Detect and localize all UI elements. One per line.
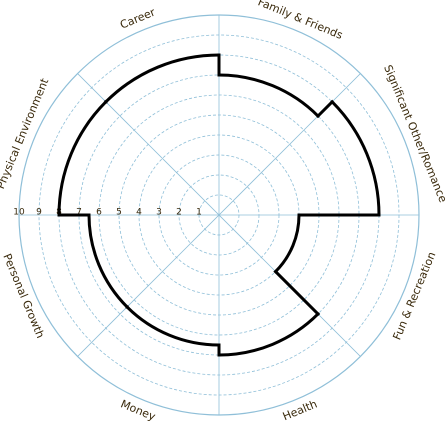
r-tick-label: 5 xyxy=(116,208,122,218)
category-label: Personal Growth xyxy=(0,252,46,340)
r-tick-label: 1 xyxy=(196,208,202,218)
sector-arc xyxy=(330,99,381,217)
r-tick-label: 4 xyxy=(136,208,142,218)
sector-arc xyxy=(103,53,221,104)
sector-arc xyxy=(217,73,321,119)
r-tick-label: 7 xyxy=(76,208,82,218)
category-label: Significant Other/Romance xyxy=(381,63,446,205)
outline-connector xyxy=(273,269,321,317)
sector-arc xyxy=(217,311,321,357)
category-label: Health xyxy=(281,397,319,423)
sector-arc xyxy=(57,99,108,217)
r-tick-label: 10 xyxy=(13,208,25,218)
category-label: Career xyxy=(118,5,157,31)
outline-connector xyxy=(315,99,335,119)
category-label: Money xyxy=(119,397,158,423)
sector-arc xyxy=(87,213,130,310)
r-tick-label: 2 xyxy=(176,208,182,218)
sector-arc xyxy=(273,213,301,274)
sector-arc xyxy=(124,304,221,347)
r-tick-label: 9 xyxy=(36,208,42,218)
category-label: Fun & Recreation xyxy=(390,250,438,342)
r-tick-label: 3 xyxy=(156,208,162,218)
r-tick-label: 6 xyxy=(96,208,102,218)
